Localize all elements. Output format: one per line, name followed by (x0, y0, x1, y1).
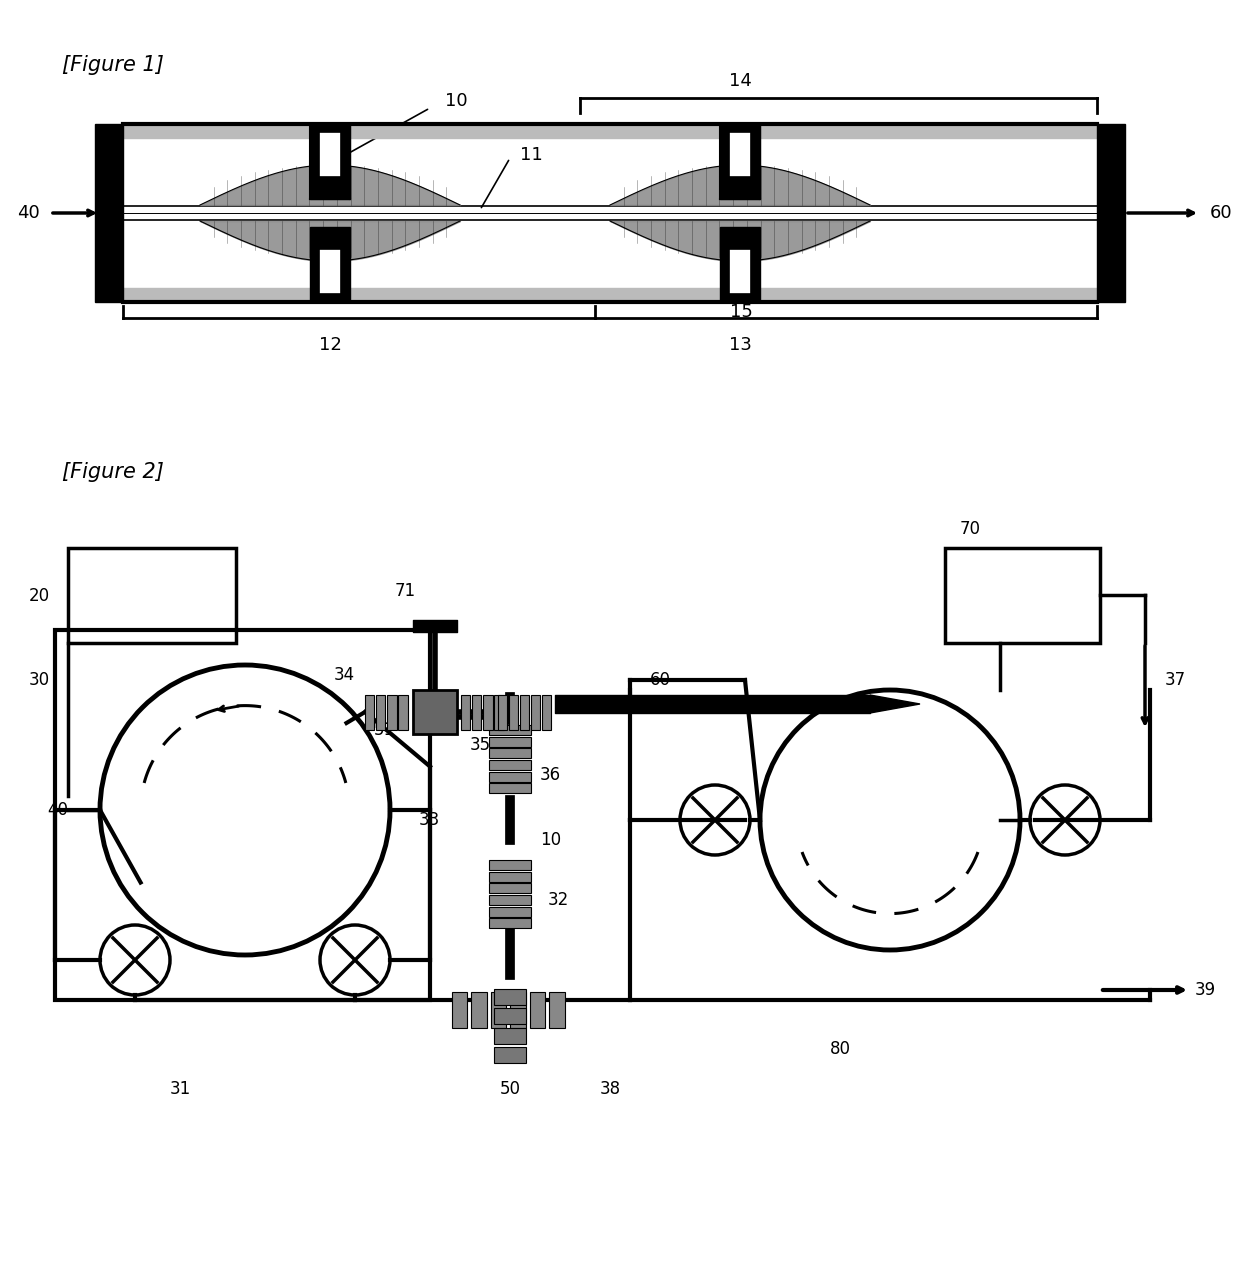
Bar (489, 736, 531, 746)
Text: 14: 14 (729, 72, 751, 90)
Text: 15: 15 (730, 303, 753, 321)
Bar (945, 548, 1100, 643)
Bar (55, 630, 430, 1000)
Bar (387, 695, 397, 730)
Bar (489, 749, 531, 758)
Text: 71: 71 (394, 582, 415, 600)
Bar (520, 695, 528, 730)
Text: 51: 51 (374, 721, 396, 739)
Bar (542, 695, 551, 730)
Bar (471, 993, 487, 1028)
Bar (720, 227, 760, 302)
Bar (494, 989, 526, 1005)
Bar (460, 695, 470, 730)
Bar (508, 695, 518, 730)
Text: 70: 70 (960, 520, 981, 538)
Bar (720, 124, 760, 200)
Text: 60: 60 (650, 671, 671, 690)
Text: 35: 35 (470, 736, 491, 754)
Text: 38: 38 (599, 1080, 620, 1098)
Text: 13: 13 (729, 336, 751, 354)
Bar (471, 695, 481, 730)
Bar (549, 993, 565, 1028)
Bar (489, 871, 531, 882)
Bar (365, 695, 374, 730)
Text: 33: 33 (419, 811, 440, 829)
Text: 31: 31 (170, 1080, 191, 1098)
Bar (376, 695, 386, 730)
Bar (529, 993, 546, 1028)
Bar (531, 695, 539, 730)
Bar (489, 772, 531, 782)
Bar (398, 695, 408, 730)
Bar (494, 1047, 526, 1063)
Text: 34: 34 (334, 666, 355, 685)
Text: 40: 40 (47, 801, 68, 818)
Text: 10: 10 (539, 831, 562, 849)
Bar (729, 133, 751, 177)
Bar (489, 895, 531, 904)
Bar (489, 907, 531, 917)
Text: [Figure 2]: [Figure 2] (62, 462, 164, 482)
Bar (497, 695, 507, 730)
Text: 39: 39 (1195, 981, 1216, 999)
Bar (491, 993, 506, 1028)
Bar (451, 993, 467, 1028)
Bar (489, 760, 531, 770)
Polygon shape (870, 695, 920, 714)
Text: [Figure 1]: [Figure 1] (62, 56, 164, 75)
Text: 10: 10 (445, 92, 467, 110)
Bar (489, 883, 531, 893)
Text: 80: 80 (830, 1039, 851, 1058)
Bar (495, 695, 503, 730)
Bar (319, 133, 341, 177)
Bar (729, 249, 751, 294)
Bar (494, 1008, 526, 1024)
Text: 40: 40 (17, 205, 40, 222)
Bar (95, 124, 123, 302)
Bar (310, 124, 350, 200)
Text: 30: 30 (29, 671, 50, 690)
Text: 50: 50 (500, 1080, 521, 1098)
Bar (489, 918, 531, 928)
Text: 11: 11 (520, 147, 543, 164)
Bar (413, 690, 458, 734)
Bar (494, 1028, 526, 1043)
Bar (489, 725, 531, 735)
Bar (1097, 124, 1125, 302)
Bar (489, 860, 531, 870)
Bar (68, 548, 236, 643)
Text: 60: 60 (1210, 205, 1233, 222)
Bar (484, 695, 492, 730)
Bar (510, 993, 526, 1028)
Bar (310, 227, 350, 302)
Bar (489, 783, 531, 793)
Text: 36: 36 (539, 765, 562, 784)
Text: 12: 12 (319, 336, 341, 354)
Text: 32: 32 (548, 890, 569, 909)
Bar (319, 249, 341, 294)
Text: 37: 37 (1166, 671, 1187, 690)
Text: 20: 20 (29, 587, 50, 605)
